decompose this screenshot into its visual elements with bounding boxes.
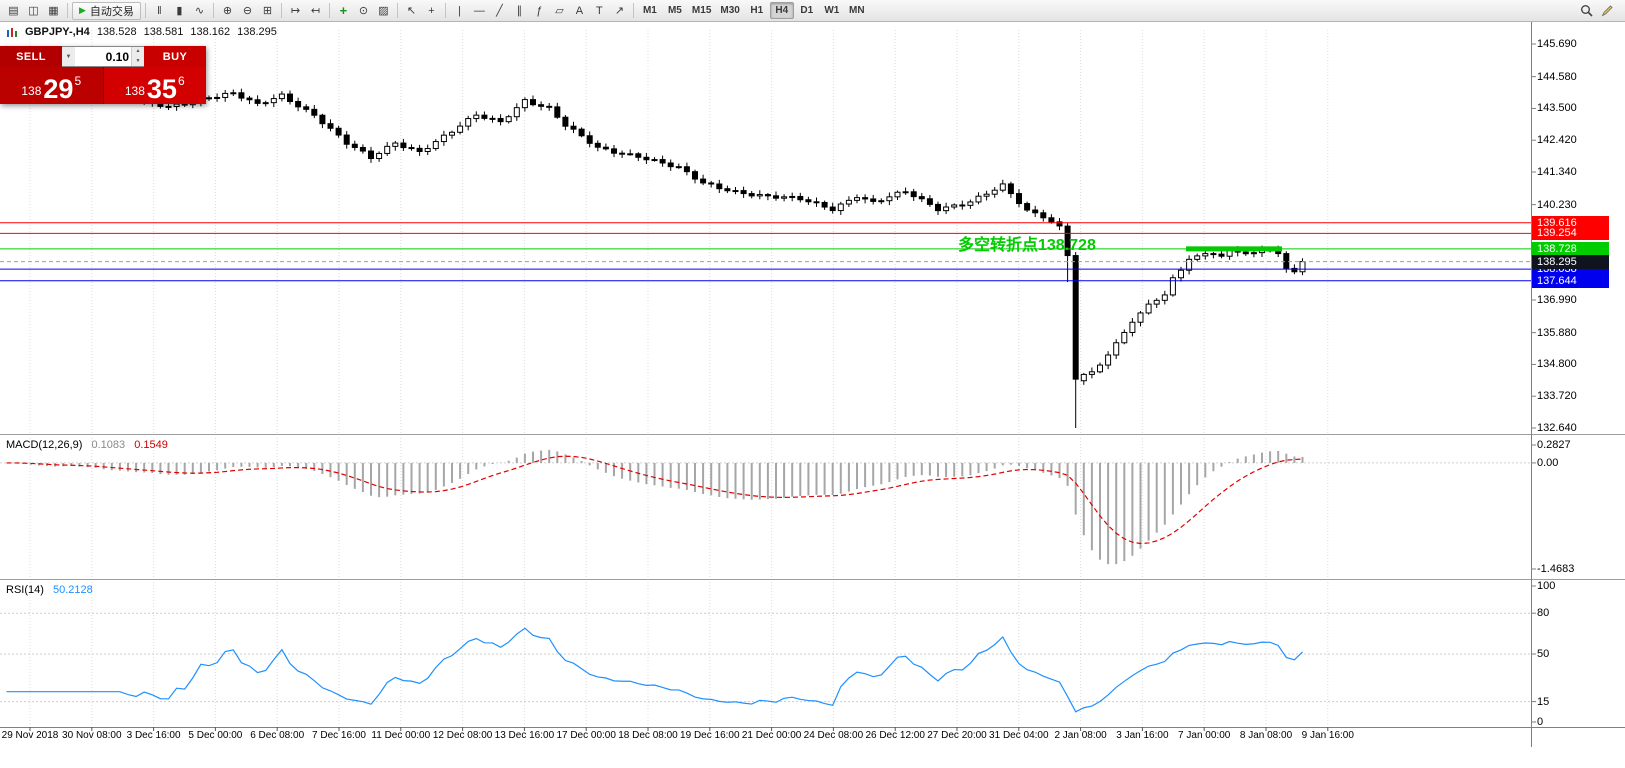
toolbar-separator — [396, 3, 398, 18]
toolbar-separator — [444, 3, 446, 18]
fibonacci-icon[interactable]: ƒ — [530, 2, 549, 20]
search-icon[interactable] — [1577, 2, 1596, 20]
timeframe-h1-button[interactable]: H1 — [745, 2, 769, 19]
channel-icon[interactable]: ∥ — [510, 2, 529, 20]
high-value: 138.581 — [143, 26, 184, 38]
toolbar-separator — [212, 3, 214, 18]
toolbar: ▤ ◫ ▦ ▶ 自动交易 ‖ ▮ ∿ ⊕ ⊖ ⊞ ↦ ↤ + ⊙ ▨ ↖ + | — ╱ ∥ ƒ ▱ A T ↗ M1 M5 M15 M30… — [0, 0, 1625, 22]
sell-button[interactable]: SELL — [0, 46, 62, 67]
play-icon: ▶ — [79, 5, 86, 15]
rsi-value: 50.2128 — [52, 584, 93, 596]
templates-icon[interactable]: ▨ — [374, 2, 393, 20]
macd-name: MACD(12,26,9) — [6, 439, 83, 451]
pencil-icon[interactable] — [1598, 2, 1617, 20]
timeframe-d1-button[interactable]: D1 — [795, 2, 819, 19]
volume-decrease-button[interactable]: ▼ — [132, 56, 144, 66]
candlestick-chart-icon[interactable]: ▮ — [170, 2, 189, 20]
symbol-period-label: GBPJPY-,H4 — [25, 26, 90, 38]
toolbar-separator — [144, 3, 146, 18]
macd-signal-value: 0.1549 — [134, 439, 168, 451]
timeframe-m1-button[interactable]: M1 — [638, 2, 662, 19]
shapes-icon[interactable]: ▱ — [550, 2, 569, 20]
timeframe-mn-button[interactable]: MN — [845, 2, 869, 19]
volume-input[interactable] — [75, 47, 131, 66]
macd-main-value: 0.1083 — [91, 439, 126, 451]
line-chart-icon[interactable]: ∿ — [190, 2, 209, 20]
toolbar-separator — [632, 3, 634, 18]
chart-plot-area[interactable] — [0, 22, 1625, 768]
annotation-pivot-text: 多空转折点138.728 — [958, 237, 1096, 254]
timeframe-m30-button[interactable]: M30 — [716, 2, 743, 19]
macd-histogram — [13, 449, 1304, 565]
text-icon[interactable]: A — [570, 2, 589, 20]
auto-scroll-icon[interactable]: ↦ — [286, 2, 305, 20]
buy-button[interactable]: BUY — [144, 46, 206, 67]
timeframe-m5-button[interactable]: M5 — [663, 2, 687, 19]
mini-chart-icon — [7, 27, 17, 37]
timeframe-h4-button[interactable]: H4 — [769, 2, 794, 19]
pivot-line-highlight[interactable] — [1186, 246, 1282, 252]
open-chart-icon[interactable]: ◫ — [24, 2, 43, 20]
cursor-icon[interactable]: ↖ — [402, 2, 421, 20]
close-value: 138.295 — [237, 26, 277, 38]
horizontal-line-icon[interactable]: — — [470, 2, 489, 20]
bid-price[interactable]: 138 29 5 — [0, 67, 103, 104]
volume-presets-dropdown[interactable]: ▼ — [62, 47, 75, 66]
toolbar-separator — [280, 3, 282, 18]
chart-shift-icon[interactable]: ↤ — [306, 2, 325, 20]
timeframe-m15-button[interactable]: M15 — [688, 2, 715, 19]
autotrading-button[interactable]: ▶ 自动交易 — [72, 1, 141, 20]
periods-icon[interactable]: ⊙ — [354, 2, 373, 20]
zoom-out-icon[interactable]: ⊖ — [238, 2, 257, 20]
zoom-in-icon[interactable]: ⊕ — [218, 2, 237, 20]
ask-price[interactable]: 138 35 6 — [102, 67, 206, 104]
autotrading-label: 自动交易 — [89, 5, 134, 18]
volume-increase-button[interactable]: ▲ — [132, 47, 144, 57]
timeframe-w1-button[interactable]: W1 — [820, 2, 844, 19]
trendline-icon[interactable]: ╱ — [490, 2, 509, 20]
rsi-name: RSI(14) — [6, 584, 44, 596]
tile-windows-icon[interactable]: ⊞ — [258, 2, 277, 20]
profiles-icon[interactable]: ▦ — [44, 2, 63, 20]
bars-chart-icon[interactable]: ‖ — [150, 2, 169, 20]
indicators-icon[interactable]: + — [334, 2, 353, 20]
low-value: 138.162 — [190, 26, 231, 38]
crosshair-icon[interactable]: + — [422, 2, 441, 20]
toolbar-separator — [67, 3, 68, 18]
rsi-indicator-label: RSI(14) 50.2128 — [6, 584, 93, 596]
toolbar-separator — [328, 3, 330, 18]
label-icon[interactable]: T — [590, 2, 609, 20]
open-value: 138.528 — [96, 26, 137, 38]
rsi-line — [6, 627, 1303, 713]
arrow-icon[interactable]: ↗ — [610, 2, 629, 20]
volume-control: ▼ ▲ ▼ — [62, 46, 144, 67]
vertical-line-icon[interactable]: | — [450, 2, 469, 20]
macd-indicator-label: MACD(12,26,9) 0.1083 0.1549 — [6, 439, 168, 451]
new-order-icon[interactable]: ▤ — [4, 2, 23, 20]
chart-ohlc-header: GBPJPY-,H4 138.528 138.581 138.162 138.2… — [6, 26, 277, 38]
macd-signal-line — [6, 455, 1303, 545]
